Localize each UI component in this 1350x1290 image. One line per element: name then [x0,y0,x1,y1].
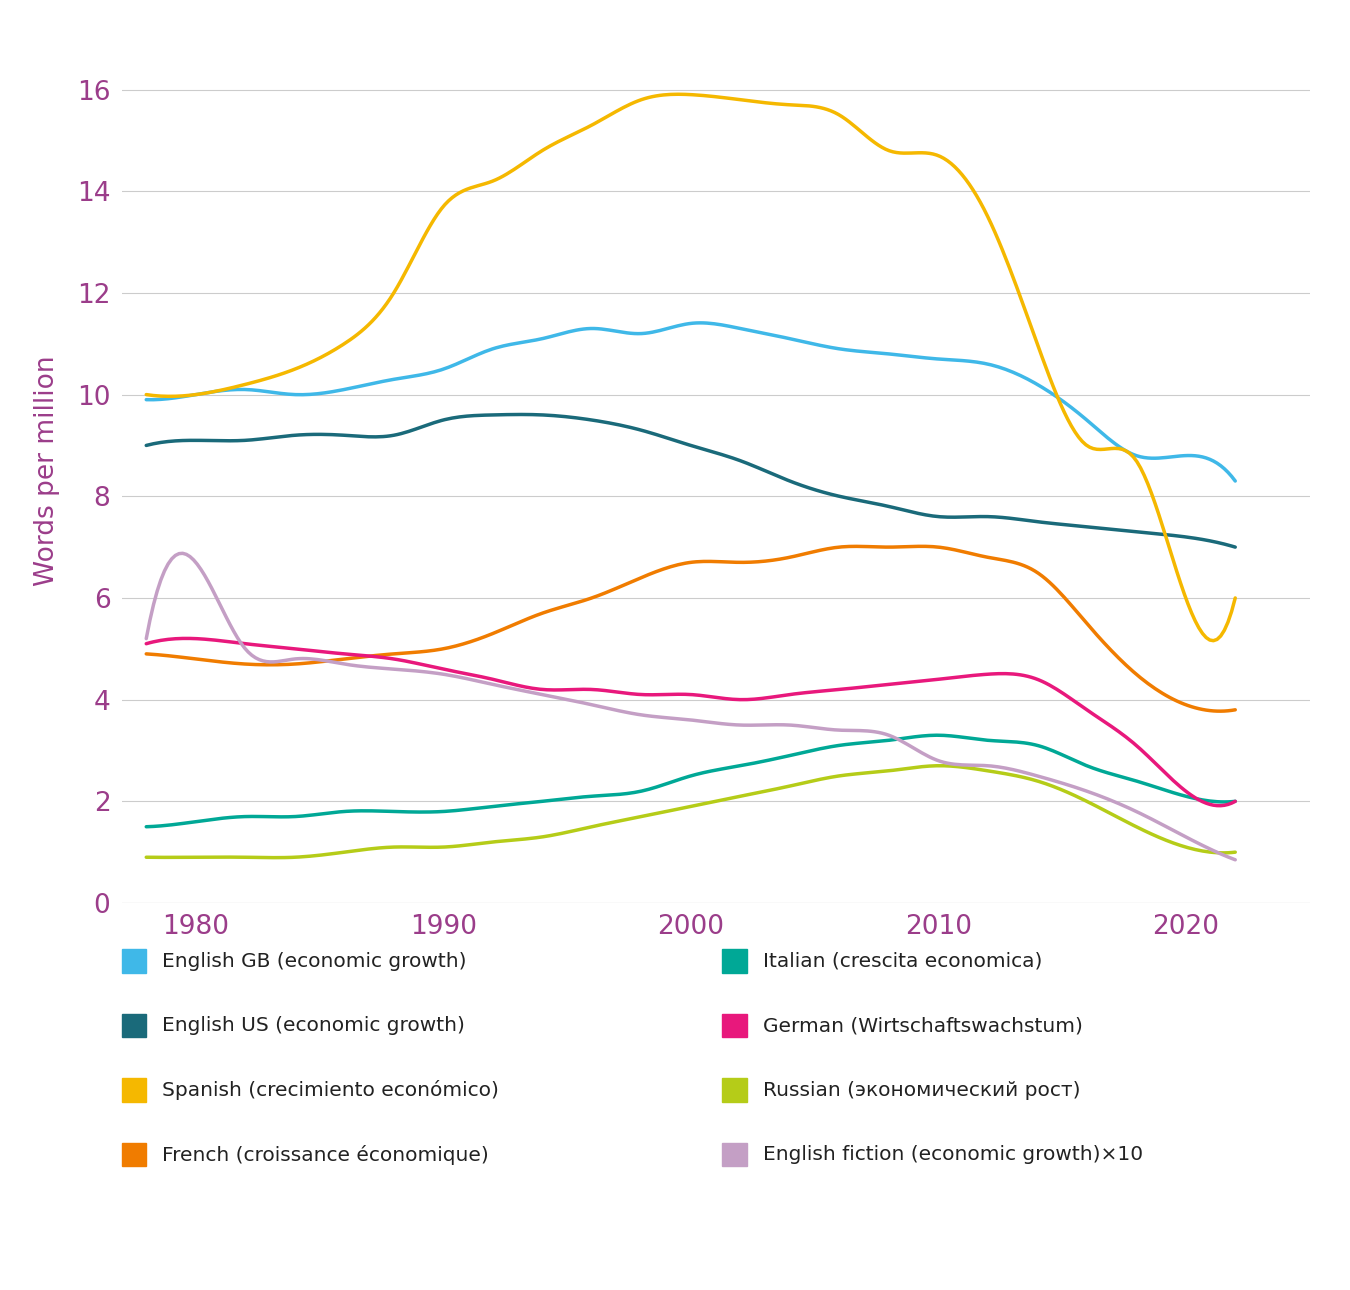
Text: English US (economic growth): English US (economic growth) [162,1017,464,1035]
Text: English fiction (economic growth)×10: English fiction (economic growth)×10 [763,1146,1143,1164]
Text: French (croissance économique): French (croissance économique) [162,1144,489,1165]
Text: Spanish (crecimiento económico): Spanish (crecimiento económico) [162,1080,500,1100]
Text: German (Wirtschaftswachstum): German (Wirtschaftswachstum) [763,1017,1083,1035]
Text: Russian (экономический рост): Russian (экономический рост) [763,1081,1080,1099]
Y-axis label: Words per million: Words per million [34,356,61,586]
Text: English GB (economic growth): English GB (economic growth) [162,952,467,970]
Text: Italian (crescita economica): Italian (crescita economica) [763,952,1042,970]
